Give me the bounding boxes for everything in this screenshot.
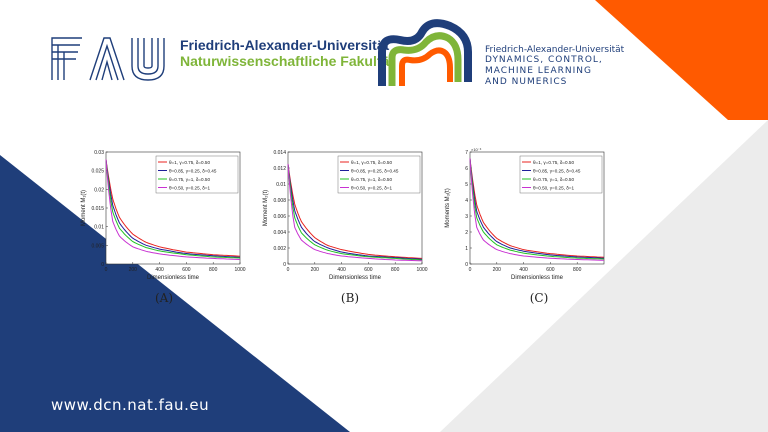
legend-label-3: θ=0.75, γ=1, δ=0.50 [533,177,574,182]
y-axis-label: Moments M₃(t) [445,188,451,227]
x-tick-label: 600 [546,267,555,273]
legend-box [519,155,603,194]
fau-wordmark: Friedrich-Alexander-Universität Naturwis… [180,37,394,69]
caption-c: (C) [529,291,549,305]
x-tick-label: 800 [573,267,582,273]
y-axis-label: Moment M₁(t) [81,190,87,226]
y-tick-label: 0.014 [273,150,286,156]
legend-box [337,155,421,194]
dcn-logo [378,19,472,86]
series-line-4 [287,163,423,262]
y-exponent-label: ×10⁻³ [471,147,482,152]
gray-band [440,120,768,432]
y-tick-label: 4 [465,198,468,204]
legend-label-4: θ=0.50, γ=0.25, δ=1 [351,186,392,191]
x-tick-label: 400 [337,267,346,273]
x-tick-label: 0 [105,267,108,273]
series-line-2 [287,163,423,260]
x-axis-label: Dimensionless time [329,275,382,280]
dcn-line-1: DYNAMICS, CONTROL, [485,55,603,65]
x-tick-label: 600 [182,267,191,273]
series-line-4 [469,158,605,261]
university-name: Friedrich-Alexander-Universität [180,37,390,53]
series-line-3 [469,158,605,260]
series-line-1 [469,158,605,258]
series-line-3 [105,159,241,259]
x-tick-label: 0 [287,267,290,273]
x-tick-label: 400 [519,267,528,273]
y-tick-label: 3 [465,214,468,220]
x-tick-label: 200 [129,267,138,273]
series-line-4 [105,159,241,260]
chart-c: 0 1 2 3 4 5 6 7 0 200 400 600 800 ×10⁻³ Dimensionless … [445,147,605,280]
dcn-line-2: MACHINE LEARNING [485,66,592,76]
y-tick-label: 0.004 [273,230,286,236]
y-tick-label: 0 [101,262,104,268]
y-tick-label: 0.006 [273,214,286,220]
legend-label-3: θ=0.75, γ=1, δ=0.50 [351,177,392,182]
x-axis-label: Dimensionless time [511,275,564,280]
y-tick-label: 0 [465,262,468,268]
series-line-1 [287,163,423,259]
legend-label-1: θ=1, γ=0.75, δ=0.50 [351,160,392,165]
header: Friedrich-Alexander-Universität Naturwis… [0,0,768,110]
y-tick-label: 2 [465,230,468,236]
caption-b: (B) [340,291,360,305]
legend-label-2: θ=0.85, γ=0.25, δ=0.45 [351,169,399,174]
x-axis-label: Dimensionless time [147,275,200,280]
y-tick-label: 0.025 [91,169,104,175]
x-tick-label: 1000 [234,267,245,273]
y-tick-label: 0.01 [94,225,104,231]
chart-panel-a: 0 0.005 0.01 0.015 0.02 0.025 0.03 0 200 400 600 80… [78,146,250,280]
legend-label-2: θ=0.85, γ=0.25, δ=0.45 [169,169,217,174]
x-tick-label: 1000 [416,267,427,273]
x-tick-label: 200 [493,267,502,273]
y-tick-label: 0.005 [91,243,104,249]
y-tick-label: 1 [465,246,468,252]
y-tick-label: 7 [465,150,468,156]
series-line-2 [105,159,241,258]
dcn-wordmark: Friedrich-Alexander-Universität DYNAMICS… [485,45,624,88]
chart-a: 0 0.005 0.01 0.015 0.02 0.025 0.03 0 200 400 600 80… [81,150,246,280]
navy-triangle [0,155,350,432]
x-tick-label: 800 [209,267,218,273]
legend-label-4: θ=0.50, γ=0.25, δ=1 [169,186,210,191]
x-tick-label: 800 [391,267,400,273]
y-axis-label: Moment M₂(t) [263,190,269,226]
y-tick-label: 0 [283,262,286,268]
y-tick-label: 0.01 [276,182,286,188]
y-tick-label: 6 [465,166,468,172]
fau-logo [51,37,165,81]
x-tick-label: 600 [364,267,373,273]
x-tick-label: 200 [311,267,320,273]
chart-b: 0 0.002 0.004 0.006 0.008 0.01 0.012 0.014 0 200 4… [263,150,428,280]
dcn-line-3: AND NUMERICS [485,77,568,87]
website-url: www.dcn.nat.fau.eu [51,396,210,414]
y-tick-label: 0.002 [273,246,286,252]
y-tick-label: 0.008 [273,198,286,204]
y-tick-label: 5 [465,182,468,188]
y-tick-label: 0.03 [94,150,104,156]
y-tick-label: 0.015 [91,206,104,212]
series-line-3 [287,163,423,261]
orange-triangle [595,0,768,120]
faculty-name: Naturwissenschaftliche Fakultät [180,53,394,69]
x-tick-label: 400 [155,267,164,273]
legend-label-1: θ=1, γ=0.75, δ=0.50 [169,160,210,165]
legend-label-2: θ=0.85, γ=0.25, δ=0.45 [533,169,581,174]
chart-panel-b: 0 0.002 0.004 0.006 0.008 0.01 0.012 0.014 0 200 4… [260,146,432,280]
x-tick-label: 0 [469,267,472,273]
series-line-1 [105,159,241,257]
legend-label-3: θ=0.75, γ=1, δ=0.50 [169,177,210,182]
y-tick-label: 0.02 [94,187,104,193]
legend-box [155,155,239,194]
chart-panel-c: 0 1 2 3 4 5 6 7 0 200 400 600 800 ×10⁻³ Dimensionless … [442,146,614,280]
series-line-2 [469,158,605,259]
legend-label-4: θ=0.50, γ=0.25, δ=1 [533,186,574,191]
caption-a: (A) [154,291,174,305]
legend-label-1: θ=1, γ=0.75, δ=0.50 [533,160,574,165]
y-tick-label: 0.012 [273,166,286,172]
dcn-university: Friedrich-Alexander-Universität [485,45,625,55]
